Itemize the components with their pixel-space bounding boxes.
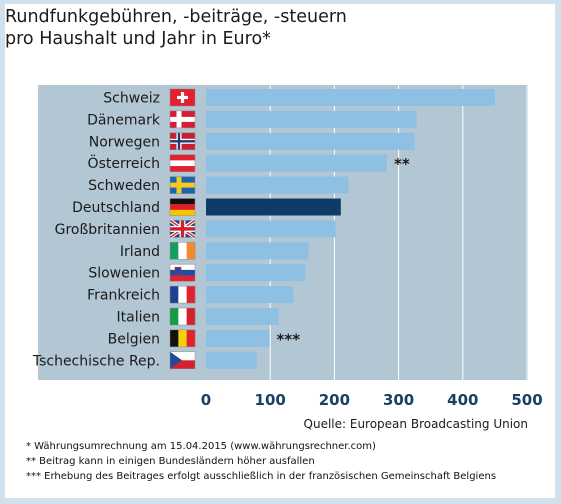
bar <box>206 351 257 369</box>
x-tick-label: 200 <box>319 391 350 409</box>
category-label: Frankreich <box>87 288 160 304</box>
category-label: Dänemark <box>87 112 161 128</box>
bar <box>206 176 349 194</box>
category-label: Italien <box>117 310 160 326</box>
irish-flag <box>169 242 196 260</box>
x-tick-label: 0 <box>201 391 211 409</box>
source-label: Quelle: European Broadcasting Union <box>304 417 528 431</box>
footnote-3: *** Erhebung des Beitrages erfolgt aussc… <box>26 471 497 482</box>
category-label: Österreich <box>88 154 160 172</box>
bar <box>206 242 309 260</box>
chart-title: Rundfunkgebühren, -beiträge, -steuern pr… <box>5 6 545 50</box>
swedish-flag <box>169 176 196 194</box>
bar <box>206 286 294 304</box>
category-label: Norwegen <box>89 134 160 150</box>
category-label: Tschechische Rep. <box>32 353 160 369</box>
belgian-flag <box>169 329 196 348</box>
british-flag <box>168 218 197 239</box>
title-line-1: Rundfunkgebühren, -beiträge, -steuern <box>5 7 347 27</box>
bar <box>206 110 417 128</box>
footnotes: * Währungsumrechnung am 15.04.2015 (www.… <box>26 439 496 484</box>
czech-flag <box>169 351 196 370</box>
category-label: Großbritannien <box>55 222 160 238</box>
french-flag <box>169 285 196 304</box>
footnote-2: ** Beitrag kann in einigen Bundesländern… <box>26 456 315 467</box>
category-label: Schweden <box>88 178 160 194</box>
danish-flag <box>169 110 196 129</box>
category-label: Slowenien <box>88 266 160 282</box>
bar <box>206 220 336 238</box>
category-label: Deutschland <box>72 200 160 216</box>
italian-flag <box>169 307 196 326</box>
bar <box>206 198 341 216</box>
slovenian-flag <box>169 263 196 282</box>
german-flag <box>169 198 196 216</box>
category-label: Schweiz <box>103 91 160 107</box>
x-tick-label: 100 <box>255 391 286 409</box>
austrian-flag <box>169 154 196 172</box>
norwegian-flag <box>169 132 196 151</box>
bar <box>206 132 415 150</box>
category-label: Belgien <box>108 331 160 347</box>
bar-annotation: ** <box>394 155 410 173</box>
title-line-2: pro Haushalt und Jahr in Euro* <box>5 29 271 49</box>
x-tick-label: 400 <box>447 391 478 409</box>
x-tick-label: 500 <box>511 391 542 409</box>
x-tick-label: 300 <box>383 391 414 409</box>
bar <box>206 154 388 172</box>
bar <box>206 308 279 325</box>
footnote-1: * Währungsumrechnung am 15.04.2015 (www.… <box>26 441 376 452</box>
bar <box>206 89 495 106</box>
bar <box>206 264 306 282</box>
swiss-flag <box>169 88 196 107</box>
bar <box>206 329 270 347</box>
bar-annotation: *** <box>277 330 301 348</box>
category-label: Irland <box>120 244 160 260</box>
